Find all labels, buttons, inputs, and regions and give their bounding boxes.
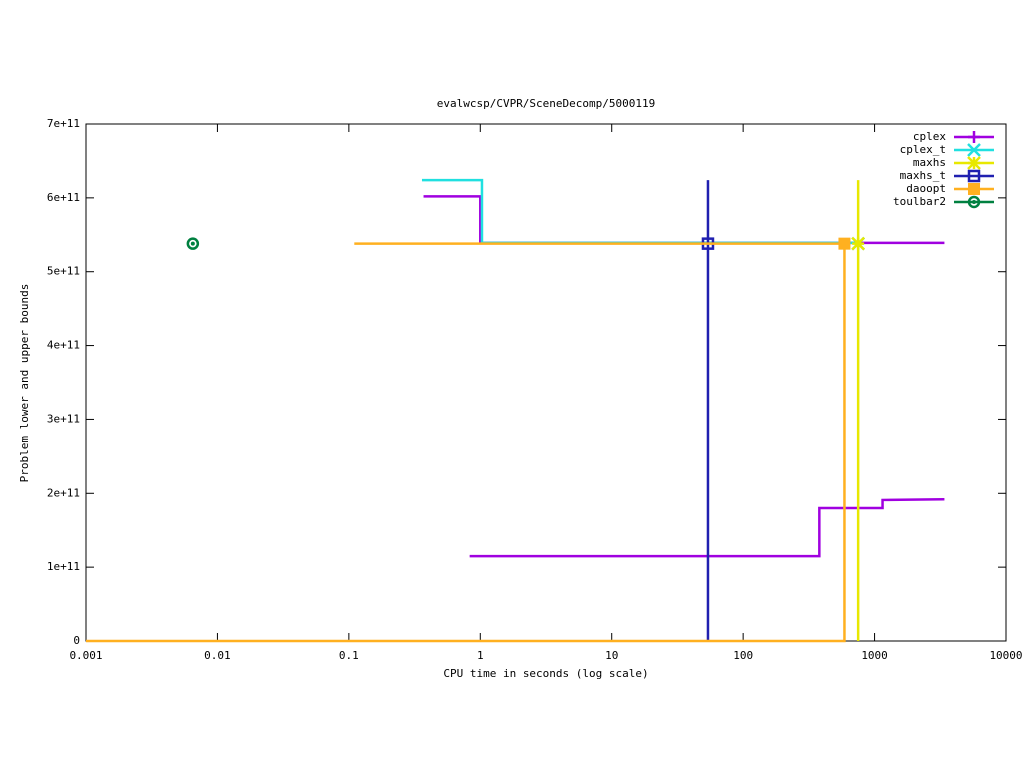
y-tick-label: 3e+11 xyxy=(47,412,80,425)
marker xyxy=(968,131,980,143)
legend-label: cplex_t xyxy=(900,143,946,156)
legend-label: maxhs_t xyxy=(900,169,946,182)
marker xyxy=(967,143,981,157)
y-tick-label: 5e+11 xyxy=(47,265,80,278)
y-tick-label: 4e+11 xyxy=(47,339,80,352)
x-tick-label: 1 xyxy=(477,649,484,662)
x-tick-label: 0.1 xyxy=(339,649,359,662)
marker xyxy=(186,237,200,250)
series-line xyxy=(86,242,846,643)
marker xyxy=(851,236,866,251)
x-tick-label: 10 xyxy=(605,649,618,662)
x-tick-label: 100 xyxy=(733,649,753,662)
marker xyxy=(967,156,981,170)
y-tick-label: 6e+11 xyxy=(47,191,80,204)
marker xyxy=(967,195,981,209)
legend-label: cplex xyxy=(913,130,946,143)
marker-part xyxy=(972,200,976,204)
marker-part xyxy=(967,143,981,157)
legend-label: toulbar2 xyxy=(893,195,946,208)
chart-title: evalwcsp/CVPR/SceneDecomp/5000119 xyxy=(437,97,656,110)
y-tick-label: 7e+11 xyxy=(47,117,80,130)
legend-label: daoopt xyxy=(906,182,946,195)
marker-part xyxy=(968,183,980,195)
marker xyxy=(967,169,981,183)
marker-part xyxy=(967,169,981,183)
x-tick-label: 0.01 xyxy=(204,649,231,662)
marker-part xyxy=(186,237,200,250)
marker-part xyxy=(967,195,981,209)
x-tick-label: 0.001 xyxy=(69,649,102,662)
legend-label: maxhs xyxy=(913,156,946,169)
marker xyxy=(838,237,851,250)
y-tick-label: 0 xyxy=(73,634,80,647)
marker-part xyxy=(190,241,195,246)
x-axis-label: CPU time in seconds (log scale) xyxy=(443,667,648,680)
marker-part xyxy=(838,237,851,250)
x-tick-label: 10000 xyxy=(989,649,1022,662)
x-tick-label: 1000 xyxy=(861,649,888,662)
y-tick-label: 2e+11 xyxy=(47,486,80,499)
y-axis-label: Problem lower and upper bounds xyxy=(18,284,31,483)
y-tick-label: 1e+11 xyxy=(47,560,80,573)
marker xyxy=(968,183,980,195)
